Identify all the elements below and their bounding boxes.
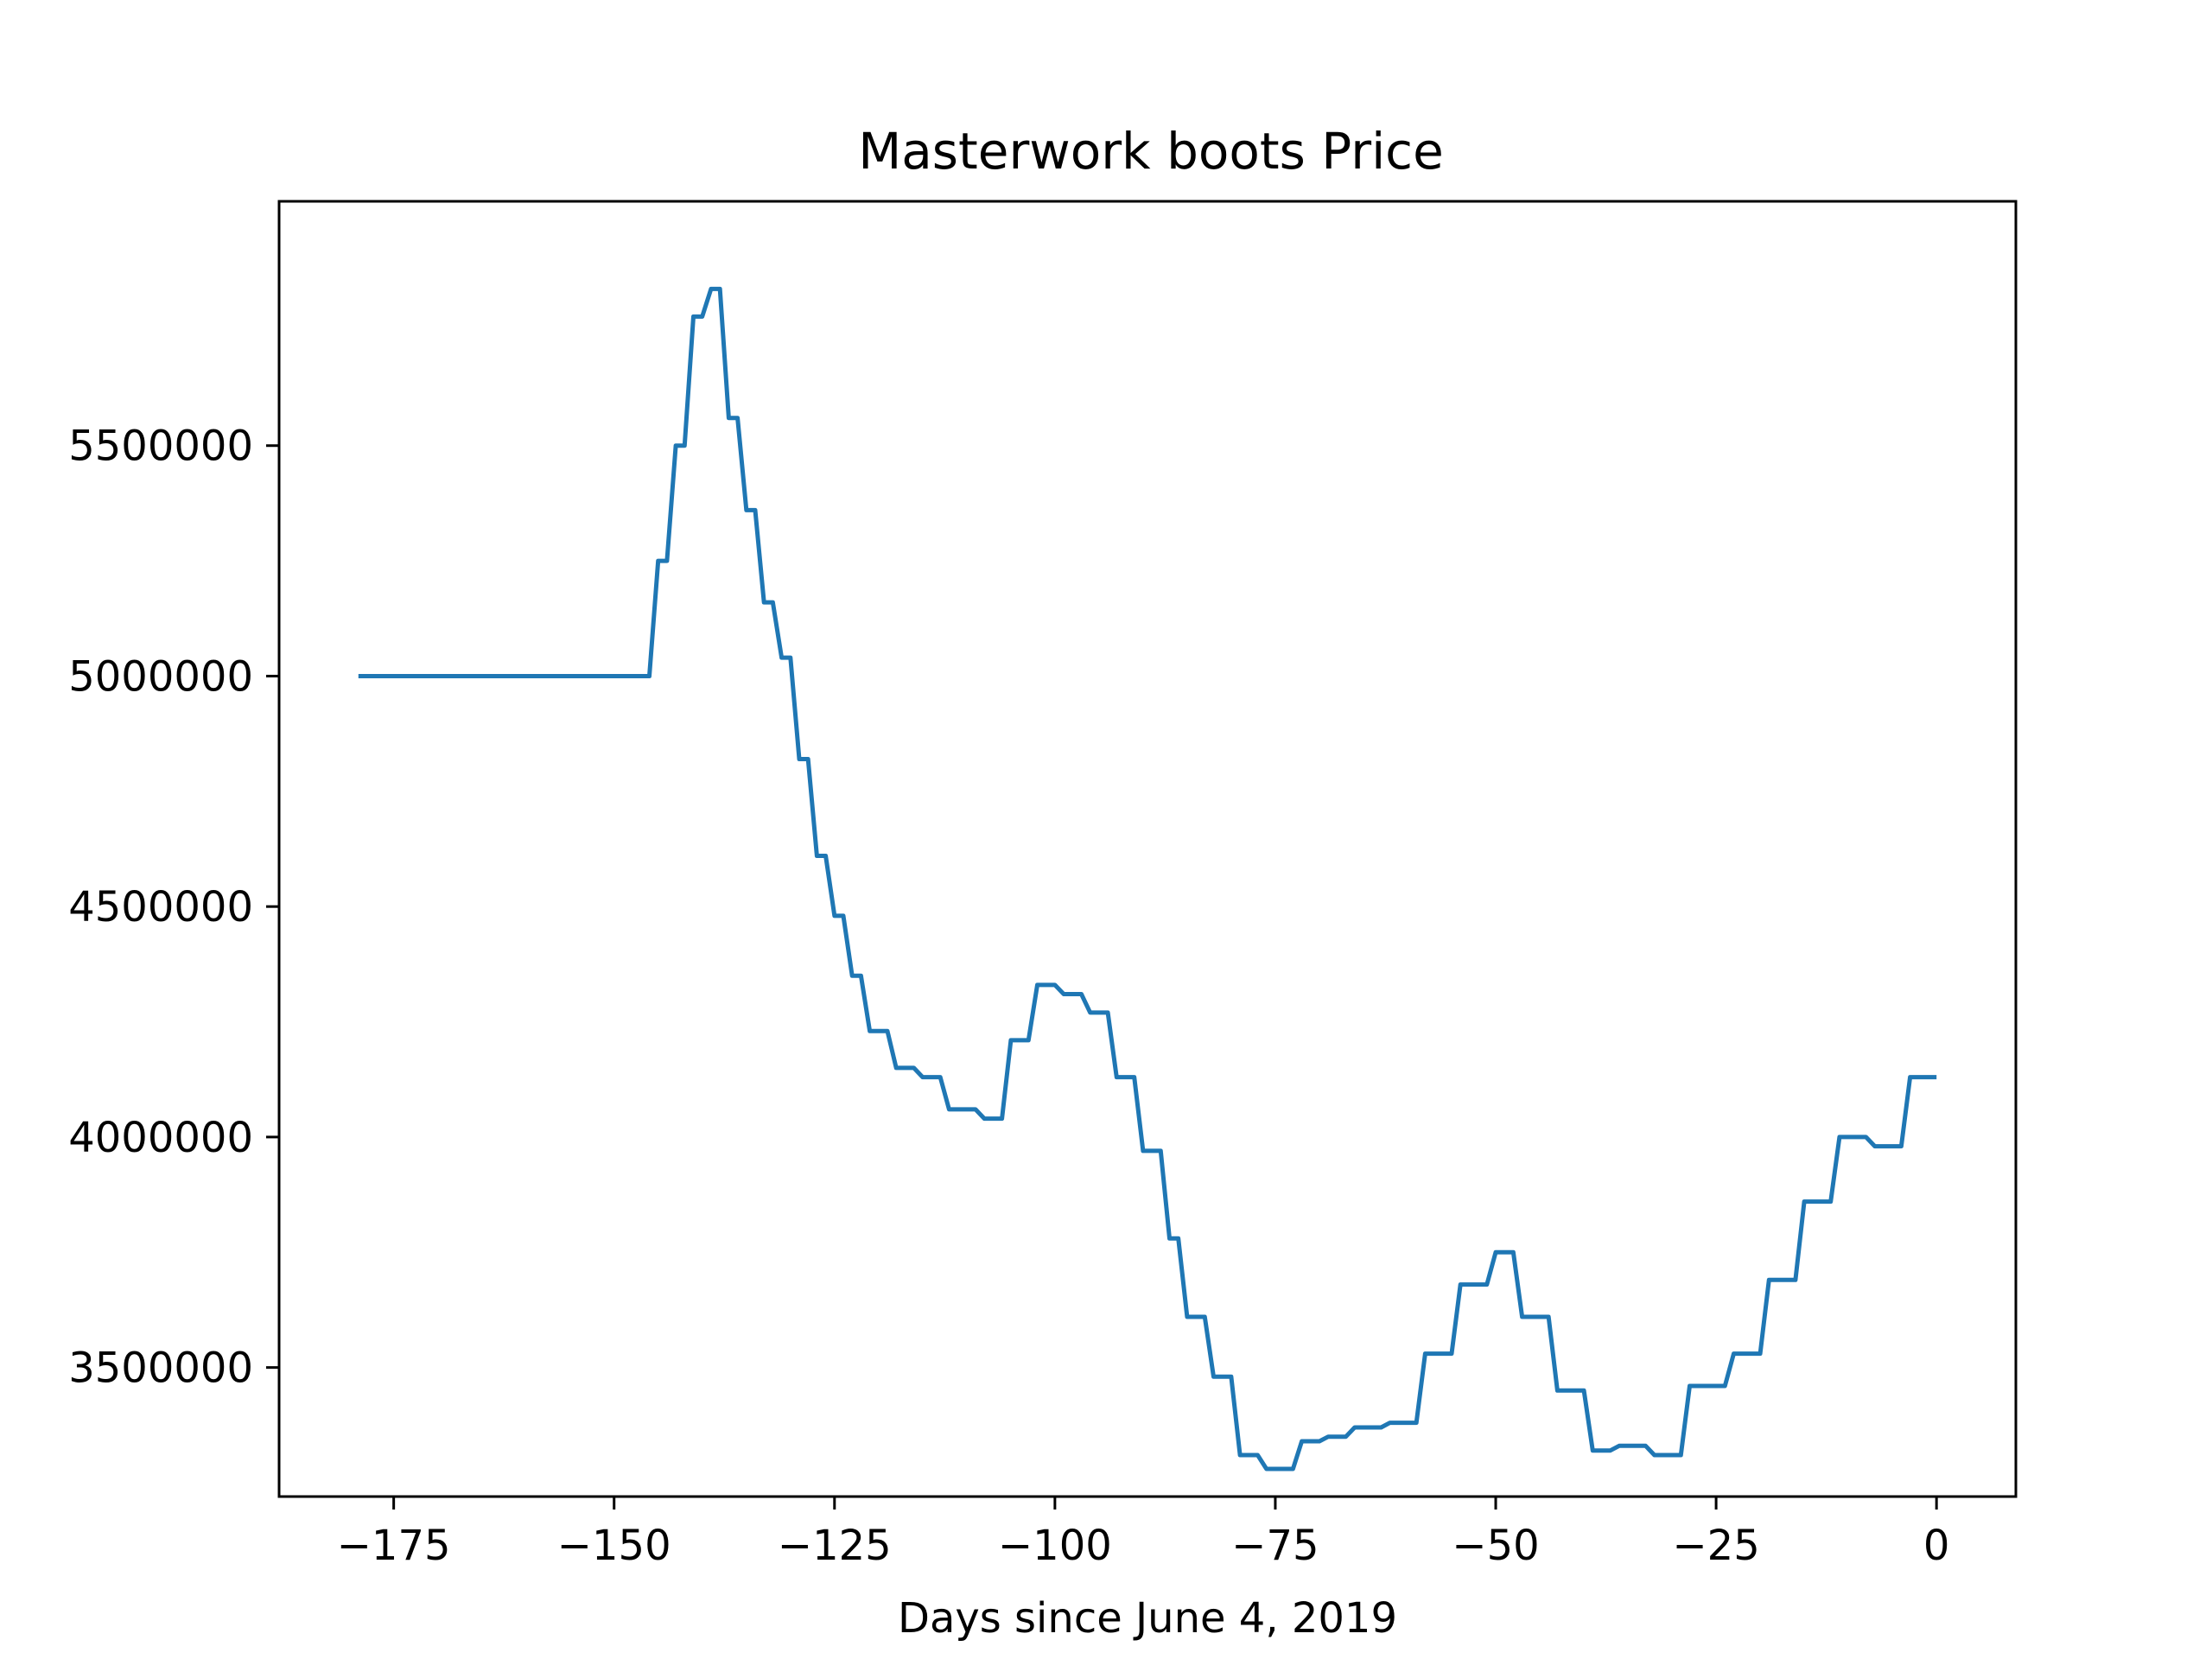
x-tick-label: −175 xyxy=(337,1522,451,1570)
series-layer xyxy=(358,286,1937,1471)
x-tick-label: −150 xyxy=(557,1522,671,1570)
y-tick-label: 4500000 xyxy=(68,883,253,931)
y-tick-label: 5000000 xyxy=(68,652,253,701)
x-axis-label: Days since June 4, 2019 xyxy=(898,1594,1397,1643)
y-axis-ticks: 3500000 4000000 4500000 5000000 5500000 xyxy=(68,423,279,1393)
plot-area-frame xyxy=(277,200,2018,1498)
x-tick-label: 0 xyxy=(1923,1522,1950,1570)
y-tick-label: 5500000 xyxy=(68,423,253,471)
x-tick-label: −50 xyxy=(1452,1522,1539,1570)
y-tick-label: 4000000 xyxy=(68,1114,253,1162)
x-tick-label: −125 xyxy=(778,1522,892,1570)
x-axis-ticks: −175 −150 −125 −100 −75 −50 −25 0 xyxy=(337,1497,1950,1570)
chart-title: Masterwork boots Price xyxy=(858,122,1444,181)
x-tick-label: −25 xyxy=(1672,1522,1759,1570)
y-tick-label: 3500000 xyxy=(68,1344,253,1393)
price-line-series xyxy=(358,286,1937,1471)
x-tick-label: −100 xyxy=(998,1522,1112,1570)
x-tick-label: −75 xyxy=(1231,1522,1319,1570)
